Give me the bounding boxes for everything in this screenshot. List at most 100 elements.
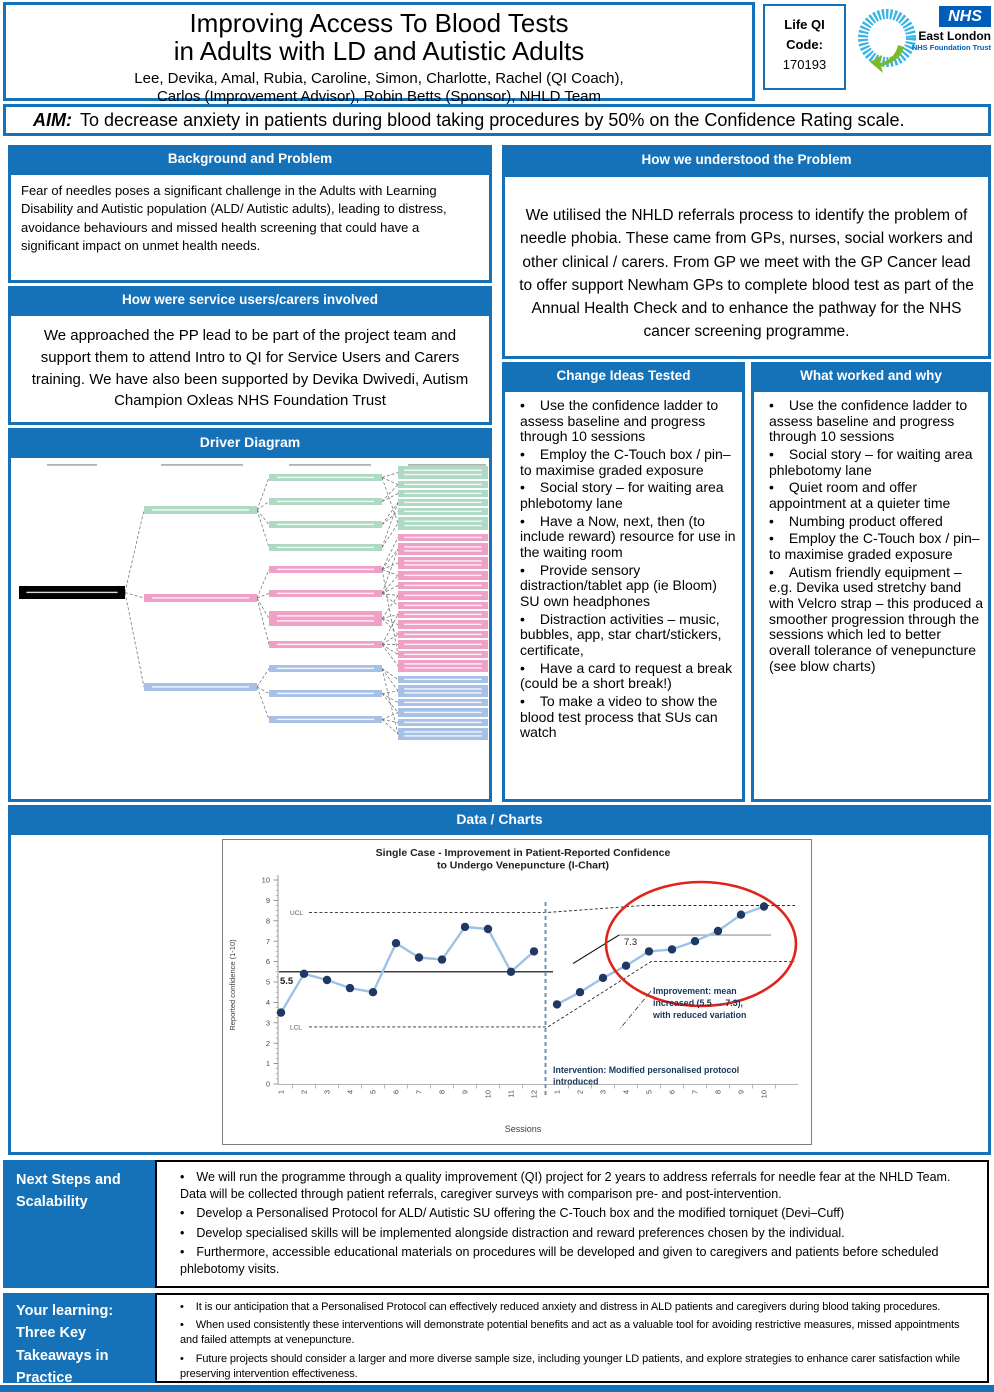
svg-text:to Undergo Venepuncture (I-Ch: to Undergo Venepuncture (I-Chart) bbox=[437, 860, 609, 872]
authors-line2: Carlos (Improvement Advisor), Robin Bett… bbox=[156, 88, 602, 106]
page-title-line2: in Adults with LD and Autistic Adults bbox=[173, 35, 585, 66]
aim-label: AIM: bbox=[33, 109, 72, 130]
svg-text:Sessions: Sessions bbox=[505, 1124, 542, 1134]
svg-text:UCL: UCL bbox=[290, 910, 303, 917]
section-header-driver-diagram: Driver Diagram bbox=[8, 428, 492, 455]
svg-text:11: 11 bbox=[507, 1090, 516, 1098]
background-body: Fear of needles poses a significant chal… bbox=[8, 172, 492, 283]
bullet-item: Have a card to request a break (could be… bbox=[511, 660, 740, 692]
aim-text: To decrease anxiety in patients during b… bbox=[80, 109, 905, 130]
bullet-item: Distraction activities – music, bubbles,… bbox=[511, 611, 740, 659]
svg-text:2: 2 bbox=[266, 1039, 270, 1048]
section-title: Data / Charts bbox=[456, 810, 543, 827]
svg-text:3: 3 bbox=[599, 1090, 608, 1094]
svg-text:LCL: LCL bbox=[290, 1024, 302, 1031]
bullet-item: Social story – for waiting area phleboto… bbox=[511, 479, 740, 511]
bullet-item: Autism friendly equipment – e.g. Devika … bbox=[760, 564, 986, 675]
bullet-item: To make a video to show the blood test p… bbox=[511, 693, 740, 741]
data-charts-panel: Single Case - Improvement in Patient-Rep… bbox=[8, 832, 991, 1155]
svg-text:7: 7 bbox=[415, 1090, 424, 1094]
next-steps-label: Next Steps and Scalability bbox=[3, 1160, 155, 1288]
page-title: Improving Access To Blood Tests bbox=[189, 8, 569, 38]
svg-text:with reduced variation: with reduced variation bbox=[652, 1010, 746, 1020]
next-steps-title: Next Steps and Scalability bbox=[16, 1172, 121, 1211]
bullet-item: Employ the C-Touch box / pin– to maximis… bbox=[511, 446, 740, 478]
next-steps-body: We will run the programme through a qual… bbox=[155, 1160, 989, 1288]
nhs-logo-icon: NHS bbox=[939, 6, 991, 27]
bullet-item: Develop specialised skills will be imple… bbox=[167, 1225, 977, 1242]
bullet-item: Future projects should consider a larger… bbox=[167, 1352, 977, 1382]
svg-text:2: 2 bbox=[300, 1090, 309, 1094]
bullet-item: Develop a Personalised Protocol for ALD/… bbox=[167, 1205, 977, 1222]
svg-text:4: 4 bbox=[266, 998, 270, 1007]
bullet-item: Furthermore, accessible educational mate… bbox=[167, 1244, 977, 1277]
bullet-item: We will run the programme through a qual… bbox=[167, 1169, 977, 1202]
svg-text:8: 8 bbox=[438, 1090, 447, 1094]
section-title: Driver Diagram bbox=[199, 433, 301, 450]
section-title: Background and Problem bbox=[167, 151, 333, 166]
svg-text:7: 7 bbox=[691, 1090, 700, 1094]
svg-text:9: 9 bbox=[461, 1090, 470, 1094]
svg-text:increased (5.5 → 7.3),: increased (5.5 → 7.3), bbox=[653, 998, 743, 1008]
svg-text:3: 3 bbox=[323, 1090, 332, 1094]
svg-text:10: 10 bbox=[760, 1090, 769, 1098]
svg-text:10: 10 bbox=[262, 876, 270, 885]
svg-text:8: 8 bbox=[714, 1090, 723, 1094]
svg-text:1: 1 bbox=[266, 1059, 270, 1068]
nhs-trust-name: NHS Foundation Trust bbox=[911, 43, 991, 52]
svg-text:introduced: introduced bbox=[553, 1077, 598, 1087]
bullet-item: Employ the C-Touch box / pin– to maximis… bbox=[760, 530, 986, 562]
bullet-item: Numbing product offered bbox=[760, 513, 986, 530]
svg-text:6: 6 bbox=[266, 957, 270, 966]
authors: Lee, Devika, Amal, Rubia, Caroline, Simo… bbox=[6, 70, 752, 108]
driver-diagram-graphic bbox=[11, 458, 489, 801]
svg-text:Improvement: mean: Improvement: mean bbox=[653, 986, 737, 996]
nhs-logo: NHS East London NHS Foundation Trust bbox=[905, 6, 991, 52]
svg-text:9: 9 bbox=[737, 1090, 746, 1094]
title-box: Improving Access To Blood Tests in Adult… bbox=[3, 2, 755, 105]
life-qi-label: Life QI bbox=[784, 17, 825, 32]
section-header-change-ideas: Change Ideas Tested bbox=[502, 362, 745, 389]
svg-text:5.5: 5.5 bbox=[280, 976, 294, 987]
svg-text:5: 5 bbox=[266, 978, 270, 987]
svg-text:5: 5 bbox=[645, 1090, 654, 1094]
involved-text: We approached the PP lead to be part of … bbox=[31, 327, 469, 410]
section-header-background: Background and Problem bbox=[8, 145, 492, 172]
learning-body: It is our anticipation that a Personalis… bbox=[155, 1293, 989, 1383]
nhs-org-name: East London bbox=[918, 29, 991, 43]
qi-logo-icon bbox=[851, 5, 925, 79]
section-header-involved: How were service users/carers involved bbox=[8, 286, 492, 313]
change-ideas-body: Use the confidence ladder to assess base… bbox=[502, 389, 745, 802]
section-header-understood: How we understood the Problem bbox=[502, 145, 991, 174]
involved-body: We approached the PP lead to be part of … bbox=[8, 313, 492, 425]
svg-text:8: 8 bbox=[266, 916, 270, 925]
what-worked-list: Use the confidence ladder to assess base… bbox=[760, 397, 986, 675]
bullet-item: Provide sensory distraction/tablet app (… bbox=[511, 562, 740, 610]
svg-text:1: 1 bbox=[553, 1090, 562, 1094]
section-header-data-charts: Data / Charts bbox=[8, 805, 991, 832]
learning-title: Your learning: Three Key Takeaways in Pr… bbox=[16, 1303, 114, 1387]
svg-text:Intervention: Modified persona: Intervention: Modified personalised prot… bbox=[553, 1065, 739, 1075]
section-title: How we understood the Problem bbox=[641, 152, 852, 167]
background-text: Fear of needles poses a significant chal… bbox=[21, 183, 447, 254]
life-qi-code-box: Life QI Code: 170193 bbox=[763, 4, 846, 90]
svg-text:Reported confidence (1-10): Reported confidence (1-10) bbox=[228, 939, 237, 1031]
understood-body: We utilised the NHLD referrals process t… bbox=[502, 174, 991, 359]
i-chart-graphic: Single Case - Improvement in Patient-Rep… bbox=[223, 840, 811, 1149]
bullet-item: Use the confidence ladder to assess base… bbox=[511, 397, 740, 445]
svg-text:4: 4 bbox=[346, 1090, 355, 1094]
svg-text:7.3: 7.3 bbox=[624, 937, 637, 948]
svg-text:3: 3 bbox=[266, 1018, 270, 1027]
svg-text:1: 1 bbox=[277, 1090, 286, 1094]
bullet-item: Have a Now, next, then (to include rewar… bbox=[511, 513, 740, 561]
life-qi-code-value: 170193 bbox=[782, 57, 827, 73]
driver-diagram-panel bbox=[8, 455, 492, 802]
bullet-item: Social story – for waiting area phleboto… bbox=[760, 446, 986, 478]
i-chart: Single Case - Improvement in Patient-Rep… bbox=[222, 839, 812, 1145]
bullet-item: Use the confidence ladder to assess base… bbox=[760, 397, 986, 445]
section-title: Change Ideas Tested bbox=[556, 368, 691, 383]
bottom-border-bar bbox=[0, 1385, 994, 1392]
section-title: What worked and why bbox=[800, 368, 942, 383]
svg-text:6: 6 bbox=[668, 1090, 677, 1094]
understood-text: We utilised the NHLD referrals process t… bbox=[519, 207, 974, 341]
